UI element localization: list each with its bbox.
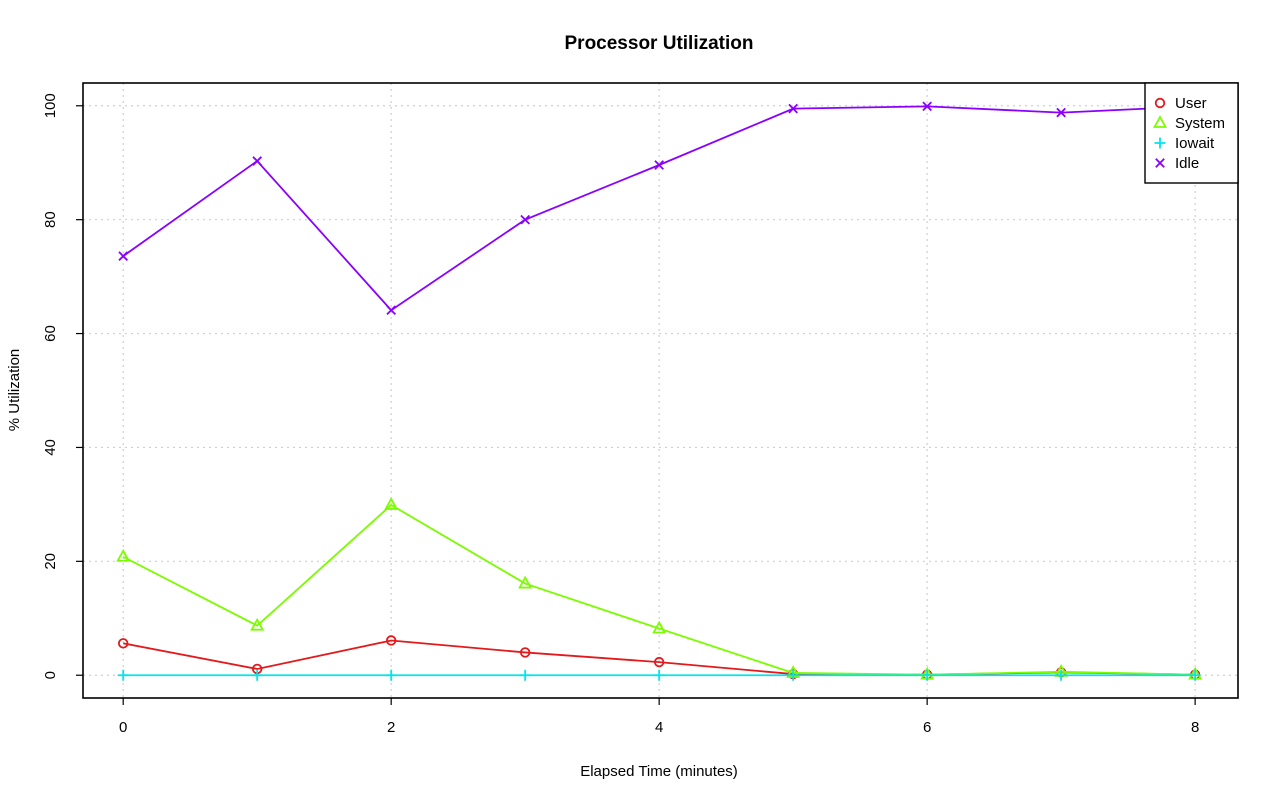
data-point-idle (386, 305, 397, 316)
data-point-iowait (117, 669, 129, 681)
data-point-iowait (385, 669, 397, 681)
data-point-iowait (653, 669, 665, 681)
legend-label-system: System (1175, 115, 1225, 132)
legend-marker-iowait (1154, 137, 1166, 149)
legend-marker-system (1152, 115, 1168, 128)
y-tick-label: 20 (42, 553, 59, 570)
data-point-iowait (251, 669, 263, 681)
data-point-idle (520, 214, 531, 225)
x-tick-label: 2 (387, 719, 395, 736)
y-tick-label: 80 (42, 211, 59, 228)
data-point-idle (788, 103, 798, 114)
legend-marker-idle (1155, 158, 1165, 168)
series-group (116, 101, 1203, 681)
plot-frame (82, 82, 1239, 699)
x-axis-label: Elapsed Time (minutes) (580, 763, 738, 780)
grid (83, 83, 1238, 698)
series-line-idle (122, 105, 1196, 312)
data-point-iowait (921, 669, 933, 681)
data-point-idle (118, 251, 129, 261)
legend-label-iowait: Iowait (1175, 135, 1215, 152)
legend: User System Iowait Idle (1144, 82, 1239, 184)
data-point-idle (1056, 107, 1066, 118)
legend-label-user: User (1175, 95, 1207, 112)
data-point-system (116, 548, 131, 562)
legend-box (1144, 82, 1239, 184)
data-point-iowait (519, 669, 531, 681)
data-point-iowait (1189, 669, 1201, 681)
y-axis-label: % Utilization (6, 349, 23, 432)
y-tick-label: 40 (42, 439, 59, 456)
data-point-iowait (1055, 669, 1067, 681)
legend-label-idle: Idle (1175, 155, 1199, 172)
data-point-user (385, 635, 397, 646)
data-point-user (653, 656, 665, 668)
x-tick-label: 4 (655, 719, 663, 736)
data-point-user (117, 638, 129, 649)
chart-title: Processor Utilization (565, 33, 754, 54)
legend-marker-user (1154, 97, 1166, 109)
data-point-idle (654, 160, 664, 170)
y-tick-label: 0 (42, 671, 59, 679)
data-point-system (250, 617, 265, 631)
x-tick-label: 8 (1191, 719, 1199, 736)
series-line-system (122, 503, 1196, 676)
y-tick-label: 60 (42, 325, 59, 342)
data-point-user (519, 647, 531, 658)
data-point-system (652, 620, 667, 634)
data-point-idle (922, 101, 932, 112)
data-point-system (384, 497, 399, 510)
x-tick-label: 0 (119, 719, 127, 736)
x-tick-label: 6 (923, 719, 931, 736)
data-point-system (518, 575, 533, 589)
y-tick-label: 100 (42, 93, 59, 118)
data-point-iowait (787, 669, 799, 681)
data-point-idle (252, 156, 263, 166)
